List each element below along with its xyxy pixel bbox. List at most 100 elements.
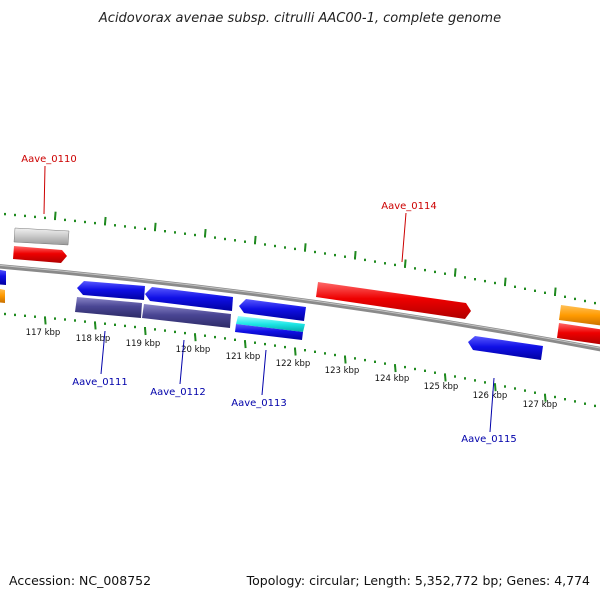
gene-blue-aave-0113-b[interactable] — [235, 324, 303, 340]
gene-blue-aave-0112-a[interactable] — [145, 287, 233, 311]
minor-tick — [594, 301, 596, 305]
minor-tick — [194, 233, 196, 237]
gene-label-aave-0114[interactable]: Aave_0114 — [381, 201, 437, 212]
minor-tick — [224, 237, 226, 241]
outer-tick-track — [4, 211, 596, 305]
major-tick — [444, 374, 447, 382]
minor-tick — [34, 315, 36, 318]
gene-label-aave-0111[interactable]: Aave_0111 — [72, 377, 128, 388]
gene-blue-aave-0111-a[interactable] — [77, 281, 145, 300]
minor-tick — [454, 375, 456, 378]
gene-grey-aave-0110[interactable] — [13, 227, 70, 246]
minor-tick — [54, 217, 56, 221]
gene-label-aave-0115[interactable]: Aave_0115 — [461, 434, 517, 445]
major-tick — [194, 334, 197, 342]
major-tick — [244, 341, 247, 349]
major-tick — [304, 243, 307, 251]
minor-tick — [444, 272, 446, 275]
minor-tick — [114, 323, 116, 326]
callout-line-aave-0114 — [401, 212, 407, 263]
minor-tick — [594, 404, 596, 408]
minor-tick — [24, 314, 26, 317]
minor-tick — [454, 274, 456, 277]
gene-label-aave-0113[interactable]: Aave_0113 — [231, 398, 287, 409]
minor-tick — [104, 223, 106, 226]
minor-tick — [264, 342, 266, 346]
gene-cyan-aave-0113[interactable] — [236, 316, 305, 332]
minor-tick — [534, 391, 536, 394]
minor-tick — [14, 213, 16, 217]
minor-tick — [574, 297, 576, 301]
minor-tick — [284, 345, 286, 349]
kbp-label: 117 kbp — [26, 328, 61, 338]
gene-slate-aave-0111[interactable] — [75, 297, 142, 318]
minor-tick — [494, 281, 496, 285]
minor-tick — [154, 228, 156, 232]
inner-tick-track — [4, 312, 596, 408]
minor-tick — [84, 320, 86, 323]
major-tick — [494, 384, 497, 392]
minor-tick — [234, 239, 236, 242]
major-tick — [394, 365, 397, 373]
minor-tick — [24, 214, 26, 218]
minor-tick — [184, 232, 186, 235]
minor-tick — [564, 295, 566, 298]
kbp-labels: 117 kbp 118 kbp 119 kbp 120 kbp 121 kbp … — [26, 328, 558, 410]
minor-tick — [424, 268, 426, 272]
gene-blue-aave-0113-a[interactable] — [239, 299, 306, 321]
minor-tick — [64, 218, 66, 222]
minor-tick — [134, 226, 136, 229]
minor-tick — [434, 371, 436, 374]
callout-line-aave-0111 — [100, 330, 106, 375]
minor-tick — [344, 255, 346, 258]
minor-tick — [134, 325, 136, 329]
minor-tick — [474, 278, 476, 281]
callout-line-aave-0113 — [261, 349, 267, 396]
genome-summary-text: Topology: circular; Length: 5,352,772 bp… — [246, 573, 590, 588]
minor-tick — [404, 365, 406, 369]
minor-tick — [64, 318, 66, 321]
minor-tick — [464, 377, 466, 380]
major-tick — [154, 222, 157, 230]
minor-tick — [74, 319, 76, 322]
minor-tick — [534, 289, 536, 292]
gene-orange-right[interactable] — [559, 305, 600, 326]
minor-tick — [264, 243, 266, 246]
minor-tick — [434, 270, 436, 274]
minor-tick — [374, 260, 376, 263]
callout-line-aave-0112 — [179, 339, 185, 385]
minor-tick — [154, 328, 156, 331]
gene-blue-left-a[interactable] — [0, 269, 6, 285]
gene-blue-aave-0115[interactable] — [468, 336, 543, 360]
minor-tick — [384, 362, 386, 365]
major-tick — [404, 259, 407, 267]
minor-tick — [204, 334, 206, 337]
gene-label-aave-0110[interactable]: Aave_0110 — [21, 154, 77, 165]
minor-tick — [274, 244, 276, 248]
major-tick — [204, 229, 207, 237]
minor-tick — [464, 276, 466, 279]
kbp-label: 120 kbp — [176, 345, 211, 355]
reverse-strand-genes — [0, 269, 543, 360]
minor-tick — [354, 257, 356, 260]
callout-line-aave-0110 — [43, 165, 46, 215]
kbp-label: 127 kbp — [523, 400, 558, 410]
minor-tick — [94, 221, 96, 225]
gene-label-aave-0112[interactable]: Aave_0112 — [150, 387, 206, 398]
gene-red-aave-0110[interactable] — [13, 246, 67, 263]
gene-red-right[interactable] — [557, 323, 600, 345]
minor-tick — [514, 387, 516, 390]
gene-slate-aave-0112[interactable] — [142, 304, 231, 328]
gene-orange-left[interactable] — [0, 288, 5, 303]
minor-tick — [244, 240, 246, 243]
gene-red-aave-0114[interactable] — [316, 282, 471, 319]
minor-tick — [164, 230, 166, 233]
genome-backbone-line — [0, 264, 600, 352]
minor-tick — [334, 253, 336, 257]
minor-tick — [394, 263, 396, 267]
minor-tick — [114, 224, 116, 227]
major-tick — [104, 216, 107, 225]
minor-tick — [474, 379, 476, 382]
minor-tick — [254, 341, 256, 344]
minor-tick — [34, 215, 36, 219]
